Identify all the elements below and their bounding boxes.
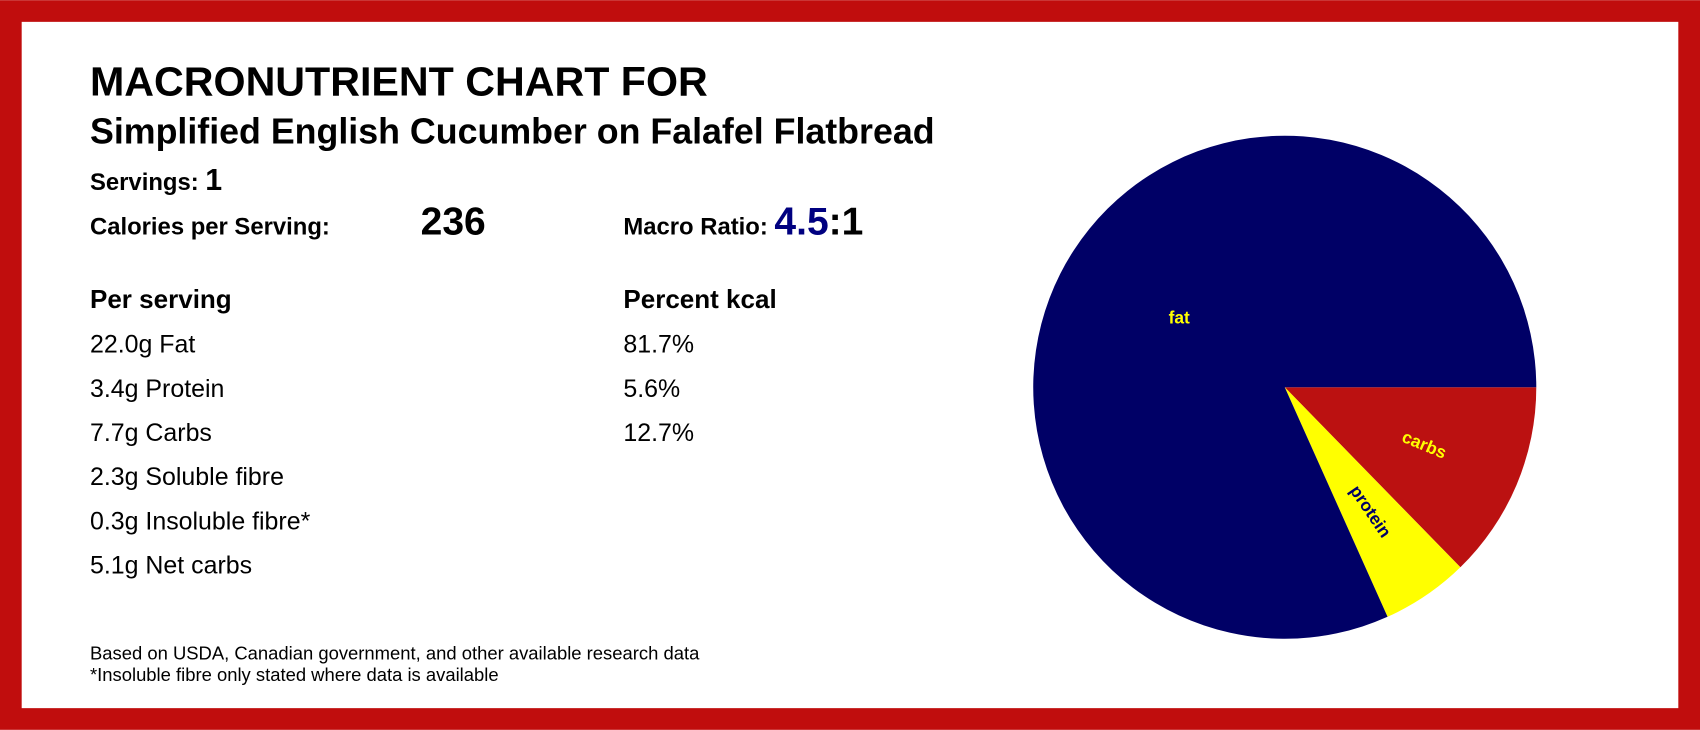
servings-label: Servings: — [90, 169, 199, 196]
pie-slice — [1284, 387, 1537, 568]
calories-label: Calories per Serving: — [90, 213, 330, 240]
nutrient-row: 3.4g Protein — [90, 375, 224, 403]
title: MACRONUTRIENT CHART FOR — [90, 59, 708, 105]
footnote: *Insoluble fibre only stated where data … — [90, 664, 499, 685]
nutrient-row: 2.3g Soluble fibre — [90, 463, 284, 491]
macro-ratio-suffix: :1 — [829, 200, 864, 243]
nutrient-row: 7.7g Carbs — [90, 419, 212, 447]
percent-kcal-heading: Percent kcal — [623, 284, 776, 314]
percent-row: 81.7% — [623, 331, 694, 359]
pie-slice — [1284, 387, 1461, 617]
nutrient-row: 5.1g Net carbs — [90, 552, 252, 580]
percent-row: 5.6% — [623, 375, 680, 403]
servings-value: 1 — [205, 164, 222, 197]
calories-value: 236 — [421, 200, 486, 243]
percent-row: 12.7% — [623, 419, 694, 447]
macro-ratio: Macro Ratio: 4.5:1 — [623, 200, 863, 243]
footnote: Based on USDA, Canadian government, and … — [90, 642, 700, 663]
per-serving-heading: Per serving — [90, 284, 232, 314]
subtitle: Simplified English Cucumber on Falafel F… — [90, 111, 935, 151]
pie-label: fat — [1169, 307, 1190, 327]
nutrient-row: 0.3g Insoluble fibre* — [90, 507, 311, 535]
macro-ratio-value: 4.5 — [774, 200, 828, 243]
pie-slice — [1033, 135, 1537, 639]
nutrient-row: 22.0g Fat — [90, 331, 195, 359]
macro-ratio-label: Macro Ratio: — [623, 213, 767, 240]
servings: Servings: 1 — [90, 164, 222, 197]
